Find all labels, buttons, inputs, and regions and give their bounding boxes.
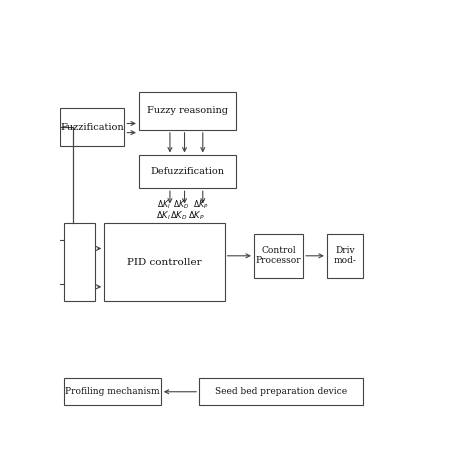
Text: Control
Processor: Control Processor xyxy=(255,246,301,265)
Bar xyxy=(104,223,225,301)
Bar xyxy=(139,91,236,130)
Text: $\Delta K_I$: $\Delta K_I$ xyxy=(156,210,171,222)
Bar xyxy=(327,234,364,278)
Text: $\Delta K_P$: $\Delta K_P$ xyxy=(188,210,205,222)
Text: Driv
mod-: Driv mod- xyxy=(334,246,356,265)
Text: Profiling mechanism: Profiling mechanism xyxy=(65,387,160,396)
Bar xyxy=(64,378,161,405)
Bar xyxy=(61,108,124,146)
Text: Seed bed preparation device: Seed bed preparation device xyxy=(215,387,347,396)
Text: Fuzzy reasoning: Fuzzy reasoning xyxy=(147,106,228,115)
Bar xyxy=(64,223,95,301)
Bar xyxy=(254,234,303,278)
Text: Defuzzification: Defuzzification xyxy=(150,167,224,176)
Text: $\Delta K_D$: $\Delta K_D$ xyxy=(173,199,189,211)
Text: Fuzzification: Fuzzification xyxy=(61,123,124,132)
Bar xyxy=(199,378,364,405)
Text: $\Delta K_D$: $\Delta K_D$ xyxy=(170,210,187,222)
Text: PID controller: PID controller xyxy=(127,258,202,267)
Text: $\Delta K_P$: $\Delta K_P$ xyxy=(193,199,209,211)
Bar xyxy=(139,155,236,188)
Text: $\Delta K_I$: $\Delta K_I$ xyxy=(156,199,170,211)
